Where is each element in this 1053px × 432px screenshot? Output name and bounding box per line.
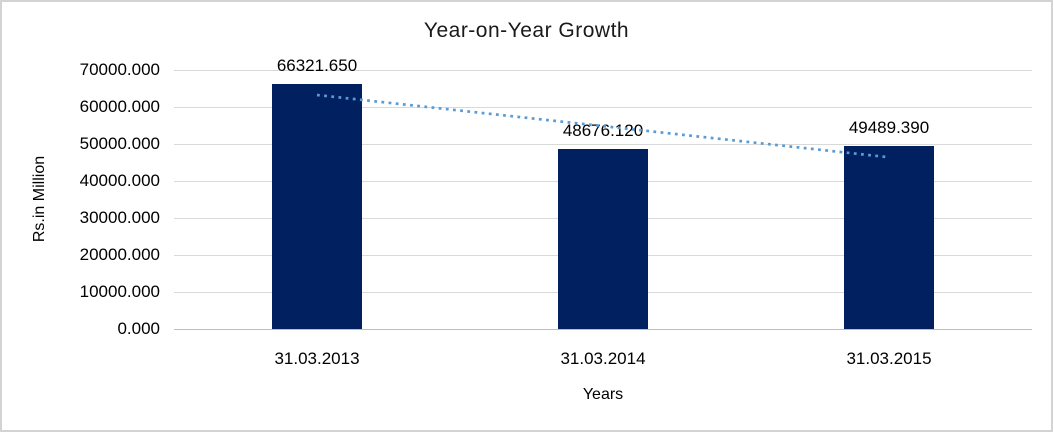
gridline: [174, 70, 1032, 71]
bar-31.03.2015: [844, 145, 934, 329]
data-label: 48676.120: [562, 120, 644, 140]
y-axis-title: Rs.in Million: [31, 155, 48, 243]
x-category-label: 31.03.2013: [274, 349, 360, 368]
y-tick-label: 30000.000: [79, 208, 160, 227]
data-label: 66321.650: [276, 55, 358, 75]
x-category-label: 31.03.2014: [560, 349, 646, 368]
x-axis-line: [174, 329, 1032, 330]
bar-31.03.2013: [272, 83, 362, 329]
x-axis-title: Years: [582, 386, 624, 403]
y-tick-label: 70000.000: [79, 60, 160, 79]
x-category-label: 31.03.2015: [846, 349, 932, 368]
bar-31.03.2014: [558, 148, 648, 329]
y-tick-label: 0.000: [117, 319, 160, 338]
y-tick-label: 10000.000: [79, 282, 160, 301]
chart-title: Year-on-Year Growth: [423, 19, 630, 42]
y-tick-label: 60000.000: [79, 97, 160, 116]
data-label: 49489.390: [848, 117, 930, 137]
y-tick-label: 50000.000: [79, 134, 160, 153]
y-tick-label: 40000.000: [79, 171, 160, 190]
y-tick-label: 20000.000: [79, 245, 160, 264]
